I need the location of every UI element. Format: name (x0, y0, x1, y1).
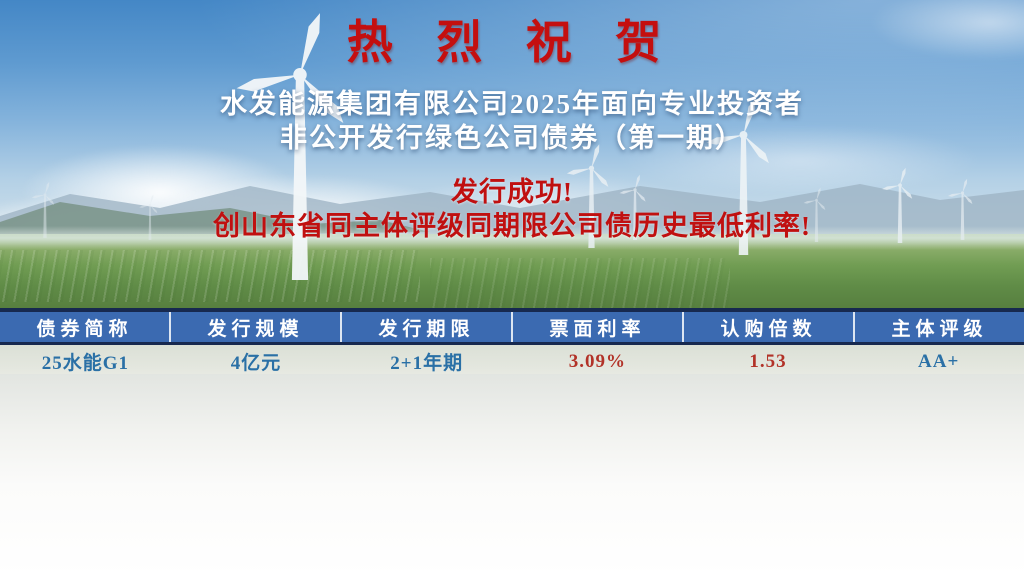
header-tenor: 发行期限 (342, 312, 513, 342)
table-value-row: 25水能G1 4亿元 2+1年期 3.09% 1.53 AA+ (0, 345, 1024, 378)
cloud (620, 125, 980, 195)
table-header-row: 债券简称 发行规模 发行期限 票面利率 认购倍数 主体评级 (0, 308, 1024, 345)
value-bond-name: 25水能G1 (41, 353, 129, 374)
partners-panel: 牵头主承销商/簿记管理人 国信证券 GUOSEN SECURITIES 联席主承… (0, 374, 1024, 576)
value-coupon-rate: 3.09% (568, 350, 626, 372)
header-coupon-rate: 票面利率 (513, 312, 684, 342)
crop-rows (0, 250, 420, 302)
value-subscription-multiple: 1.53 (749, 350, 787, 372)
bond-issuer-line: 水发能源集团有限公司2025年面向专业投资者 (220, 89, 804, 119)
header-bond-name: 债券简称 (0, 312, 171, 342)
value-tenor: 2+1年期 (390, 353, 464, 374)
header-issuer-rating: 主体评级 (891, 318, 988, 340)
record-rate-slogan: 创山东省同主体评级同期限公司债历史最低利率! (213, 211, 811, 241)
value-issuer-rating: AA+ (918, 350, 960, 372)
header-subscription-multiple: 认购倍数 (684, 312, 855, 342)
bond-summary-table: 债券简称 发行规模 发行期限 票面利率 认购倍数 主体评级 25水能G1 4亿元… (0, 308, 1024, 378)
crop-rows (430, 258, 730, 308)
bond-name-line: 非公开发行绿色公司债券（第一期） (280, 123, 744, 153)
success-slogan: 发行成功! (451, 177, 573, 207)
wind-farm-photo: 热 烈 祝 贺 水发能源集团有限公司2025年面向专业投资者 非公开发行绿色公司… (0, 0, 1024, 308)
congratulations-title: 热 烈 祝 贺 (346, 17, 678, 68)
value-issue-size: 4亿元 (230, 353, 282, 374)
header-issue-size: 发行规模 (171, 312, 342, 342)
horizon-haze (0, 226, 1024, 250)
